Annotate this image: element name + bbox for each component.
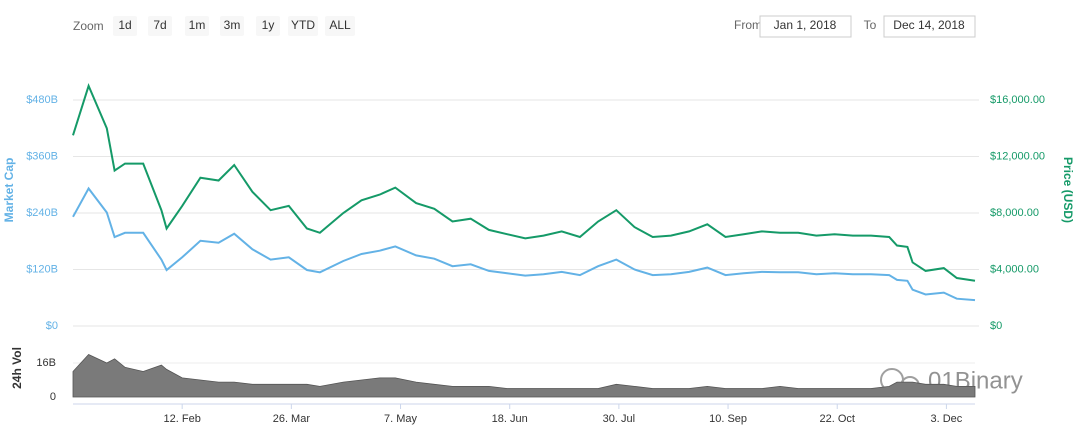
series-line <box>72 186 976 302</box>
from-value[interactable]: Jan 1, 2018 <box>774 18 837 32</box>
to-label: To <box>864 18 877 32</box>
y-axis-label: 24h Vol <box>10 347 24 389</box>
zoom-button-label[interactable]: 1y <box>262 18 275 32</box>
y-tick-label: 0 <box>50 391 56 403</box>
y-axis-label: Market Cap <box>2 158 16 223</box>
y2-tick-label: $16,000.00 <box>990 94 1045 106</box>
from-label: From <box>734 18 762 32</box>
zoom-button[interactable] <box>288 16 318 36</box>
y-tick-label: $360B <box>26 150 58 162</box>
zoom-label: Zoom <box>73 19 104 33</box>
y-tick-label: $240B <box>26 207 58 219</box>
y-tick-label: 16B <box>36 357 56 369</box>
y-tick-label: $0 <box>46 320 58 332</box>
y-tick-label: $120B <box>26 263 58 275</box>
x-tick-label: 22. Oct <box>819 413 854 425</box>
zoom-button[interactable] <box>325 16 355 36</box>
y2-tick-label: $4,000.00 <box>990 263 1039 275</box>
zoom-button[interactable] <box>220 16 244 36</box>
y2-axis-label: Price (USD) <box>1061 157 1075 223</box>
x-tick-label: 12. Feb <box>164 413 201 425</box>
zoom-button-label[interactable]: 7d <box>153 18 166 32</box>
to-value[interactable]: Dec 14, 2018 <box>893 18 965 32</box>
zoom-button[interactable] <box>256 16 280 36</box>
zoom-button[interactable] <box>185 16 209 36</box>
y2-tick-label: $8,000.00 <box>990 207 1039 219</box>
x-tick-label: 26. Mar <box>273 413 311 425</box>
zoom-button-label[interactable]: YTD <box>291 18 315 32</box>
zoom-button-label[interactable]: 1d <box>118 18 131 32</box>
zoom-button[interactable] <box>148 16 172 36</box>
x-tick-label: 10. Sep <box>709 413 747 425</box>
zoom-button-label[interactable]: 1m <box>189 18 206 32</box>
y-tick-label: $480B <box>26 94 58 106</box>
from-input[interactable] <box>759 15 852 38</box>
x-tick-label: 7. May <box>384 413 418 425</box>
y2-tick-label: $12,000.00 <box>990 150 1045 162</box>
zoom-button-label[interactable]: 3m <box>224 18 241 32</box>
series-line <box>72 83 976 282</box>
to-input[interactable] <box>883 15 976 38</box>
volume-area <box>72 354 976 398</box>
x-tick-label: 30. Jul <box>603 413 635 425</box>
y2-tick-label: $0 <box>990 320 1002 332</box>
x-tick-label: 18. Jun <box>492 413 528 425</box>
zoom-button[interactable] <box>113 16 137 36</box>
x-tick-label: 3. Dec <box>931 413 963 425</box>
zoom-button-label[interactable]: ALL <box>329 18 351 32</box>
